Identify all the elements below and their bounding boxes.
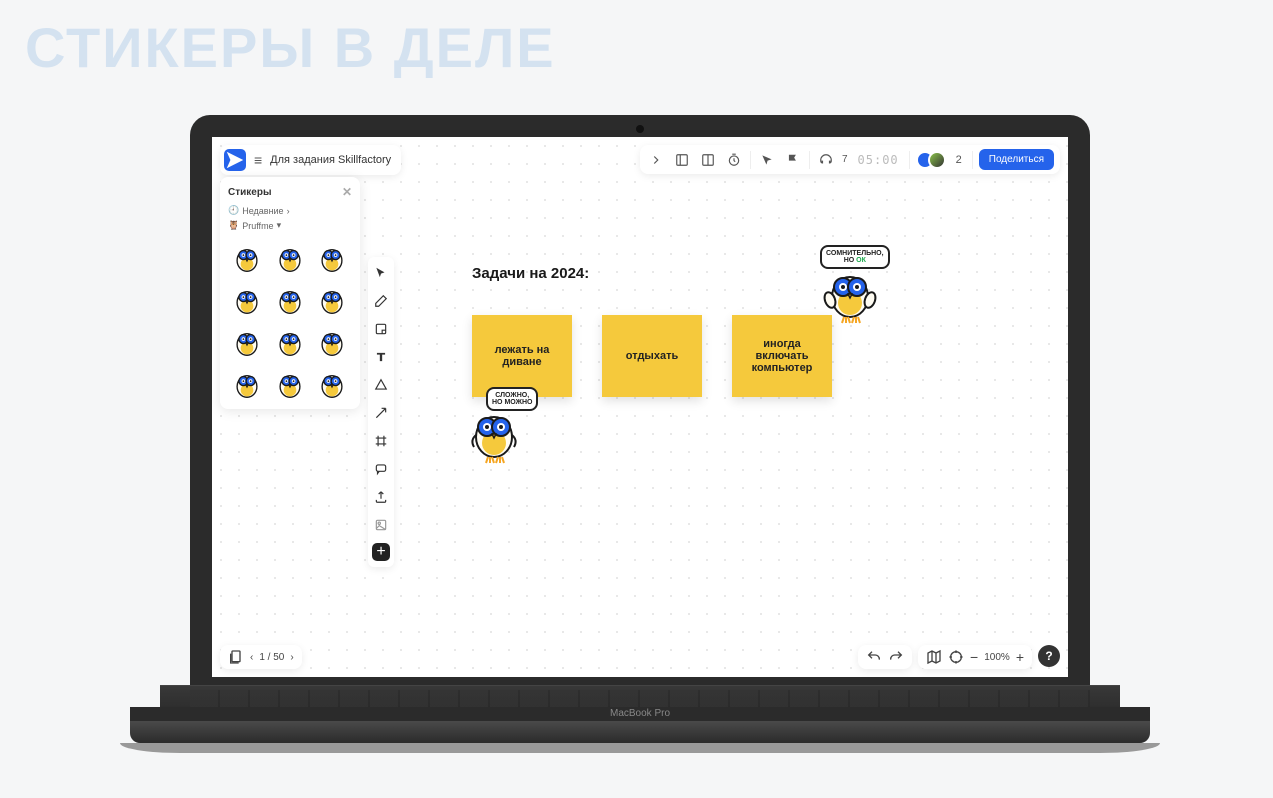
topbar-left: ≡ Для задания Skillfactory [220,145,401,175]
text-tool[interactable] [371,347,391,367]
pencil-tool[interactable] [371,291,391,311]
image-tool[interactable] [371,515,391,535]
comment-tool[interactable] [371,459,391,479]
sticker-owl[interactable]: СОМНИТЕЛЬНО, НО ОК [810,245,890,325]
bubble-text: НО МОЖНО [492,399,532,406]
laptop-base [130,721,1150,743]
topbar-right: 7 05:00 2 Поделиться [640,145,1060,174]
headphones-icon[interactable] [816,150,836,170]
sticker-thumb[interactable] [271,363,309,401]
zoom-in-icon[interactable]: + [1016,649,1024,665]
pack-section[interactable]: 🦉 Pruffme ▾ [228,220,352,231]
next-page-icon[interactable]: › [290,652,293,663]
redo-icon[interactable] [888,649,904,665]
bubble-text: СЛОЖНО, [492,392,532,399]
sticker-thumb[interactable] [313,279,351,317]
map-icon[interactable] [926,649,942,665]
pages-icon[interactable] [228,649,244,665]
sticker-thumb[interactable] [313,321,351,359]
pack-icon: 🦉 [228,220,239,231]
arrow-tool[interactable] [371,403,391,423]
zoom-out-icon[interactable]: − [970,649,978,665]
shape-tool[interactable] [371,375,391,395]
headphones-count: 7 [842,154,848,165]
note-tool[interactable] [371,319,391,339]
whiteboard-app: ≡ Для задания Skillfactory [212,137,1068,677]
avatars[interactable] [916,151,946,169]
laptop-camera [636,125,644,133]
pack-label: Pruffme [242,221,273,231]
layout-icon[interactable] [672,150,692,170]
laptop-mockup: ≡ Для задания Skillfactory [190,115,1090,753]
help-button[interactable]: ? [1038,645,1060,667]
recent-label: Недавние [242,206,283,216]
timer-display: 05:00 [854,153,903,167]
sticker-thumb[interactable] [313,363,351,401]
toolbar: + [368,257,394,567]
add-tool[interactable]: + [372,543,390,561]
timer-icon[interactable] [724,150,744,170]
document-title[interactable]: Для задания Skillfactory [270,154,391,166]
stickers-panel: Стикеры ✕ 🕘 Недавние › 🦉 Pruffme ▾ [220,177,360,409]
close-icon[interactable]: ✕ [342,185,352,199]
prev-page-icon[interactable]: ‹ [250,652,253,663]
page-indicator: 1 / 50 [259,652,284,663]
cursor-tool[interactable] [371,263,391,283]
flag-icon[interactable] [783,150,803,170]
app-logo[interactable] [224,149,246,171]
page-navigator: ‹ 1 / 50 › [220,645,302,669]
sticker-thumb[interactable] [271,321,309,359]
sticker-owl[interactable]: СЛОЖНО, НО МОЖНО [460,385,540,465]
undo-icon[interactable] [866,649,882,665]
bubble-text: НО [844,257,855,264]
canvas-heading: Задачи на 2024: [472,265,589,282]
grid-icon[interactable] [698,150,718,170]
chevron-icon[interactable] [646,150,666,170]
menu-icon[interactable]: ≡ [254,152,262,168]
sticker-thumb[interactable] [228,363,266,401]
panel-title: Стикеры [228,187,271,198]
sticker-grid [228,237,352,401]
laptop-foot [120,743,1160,753]
zoom-level: 100% [984,652,1010,663]
share-button[interactable]: Поделиться [979,149,1054,170]
page-title: СТИКЕРЫ В ДЕЛЕ [25,15,556,80]
sticker-thumb[interactable] [228,279,266,317]
sticker-thumb[interactable] [271,237,309,275]
avatar[interactable] [928,151,946,169]
target-icon[interactable] [948,649,964,665]
frame-tool[interactable] [371,431,391,451]
pointer-icon[interactable] [757,150,777,170]
sticker-thumb[interactable] [228,237,266,275]
recent-section[interactable]: 🕘 Недавние › [228,205,352,216]
sticky-note[interactable]: иногда включать компьютер [732,315,832,397]
user-count: 2 [956,154,962,166]
sticker-thumb[interactable] [313,237,351,275]
sticky-note[interactable]: отдыхать [602,315,702,397]
clock-icon: 🕘 [228,205,239,216]
bubble-text: СОМНИТЕЛЬНО, [826,250,884,257]
bottom-right-controls: − 100% + ? [858,645,1060,669]
sticker-thumb[interactable] [228,321,266,359]
sticker-thumb[interactable] [271,279,309,317]
upload-tool[interactable] [371,487,391,507]
bubble-text: ОК [856,257,866,264]
